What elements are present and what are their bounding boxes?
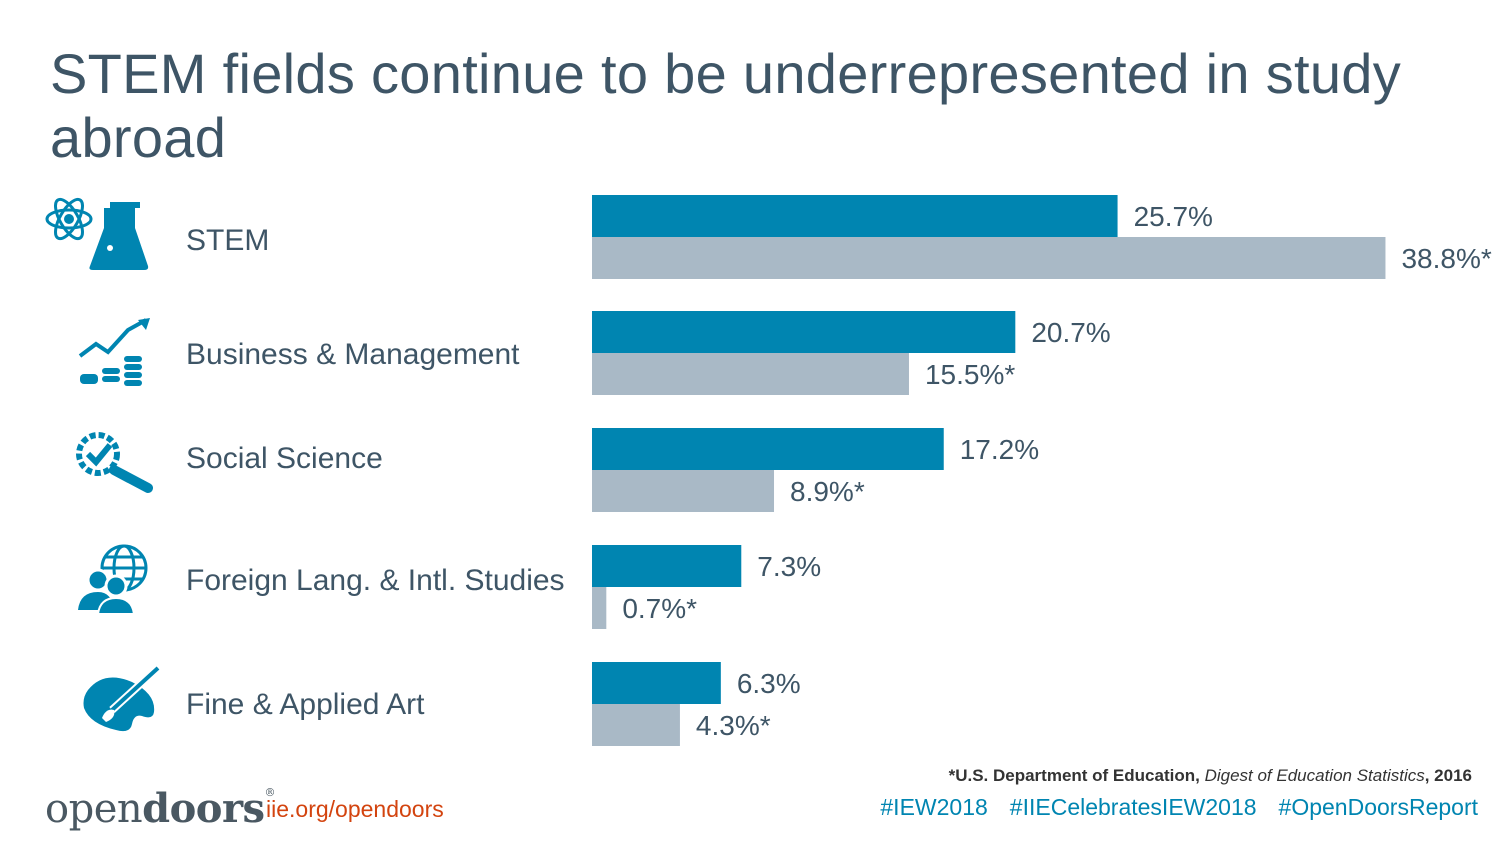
atom-flask-icon	[45, 197, 149, 270]
logo-bold: doors	[142, 785, 265, 832]
opendoors-logo: opendoors®	[45, 785, 276, 832]
category-label-foreign-lang: Foreign Lang. & Intl. Studies	[186, 564, 565, 597]
logo-mark: ®	[264, 785, 276, 799]
page-title: STEM fields continue to be underrepresen…	[50, 42, 1402, 169]
data-label-us-education-0: 38.8%*	[1401, 243, 1491, 274]
hashtag[interactable]: #IEW2018	[880, 794, 988, 820]
data-label-study-abroad-2: 17.2%	[960, 434, 1039, 465]
hashtag[interactable]: #OpenDoorsReport	[1278, 794, 1478, 820]
logo-light: open	[45, 786, 143, 832]
globe-people-icon	[78, 544, 148, 614]
data-label-us-education-1: 15.5%*	[925, 359, 1015, 390]
bar-study-abroad-1	[592, 311, 1016, 353]
hashtag[interactable]: #IIECelebratesIEW2018	[1009, 794, 1257, 820]
bar-study-abroad-0	[592, 195, 1118, 237]
bar-us-education-0	[592, 237, 1386, 279]
data-label-us-education-3: 0.7%*	[622, 593, 697, 624]
data-label-study-abroad-1: 20.7%	[1031, 317, 1110, 348]
bar-us-education-2	[592, 470, 775, 512]
category-label-business: Business & Management	[186, 338, 520, 371]
growth-coins-icon	[78, 318, 150, 386]
hashtags: #IEW2018 #IIECelebratesIEW2018 #OpenDoorsR…	[858, 794, 1478, 821]
category-label-social-science: Social Science	[186, 442, 383, 475]
data-label-study-abroad-0: 25.7%	[1134, 201, 1213, 232]
category-label-fine-art: Fine & Applied Art	[186, 688, 425, 721]
source-note: *U.S. Department of Education, Digest of…	[949, 766, 1472, 786]
data-label-us-education-4: 4.3%*	[696, 710, 771, 741]
data-label-study-abroad-3: 7.3%	[757, 551, 821, 582]
bar-us-education-1	[592, 353, 909, 395]
magnifier-check-icon	[76, 432, 153, 493]
data-label-us-education-2: 8.9%*	[790, 476, 865, 507]
data-label-study-abroad-4: 6.3%	[737, 668, 801, 699]
bar-study-abroad-4	[592, 662, 721, 704]
bar-us-education-4	[592, 704, 680, 746]
source-prefix: *U.S. Department of Education,	[948, 766, 1205, 785]
bar-study-abroad-2	[592, 428, 944, 470]
source-publication: Digest of Education Statistics	[1204, 766, 1425, 785]
category-label-stem: STEM	[186, 224, 270, 257]
opendoors-link[interactable]: iie.org/opendoors	[266, 796, 444, 822]
palette-brush-icon	[83, 665, 161, 732]
source-suffix: , 2016	[1424, 766, 1472, 785]
bar-study-abroad-3	[592, 545, 742, 587]
bar-us-education-3	[592, 587, 607, 629]
